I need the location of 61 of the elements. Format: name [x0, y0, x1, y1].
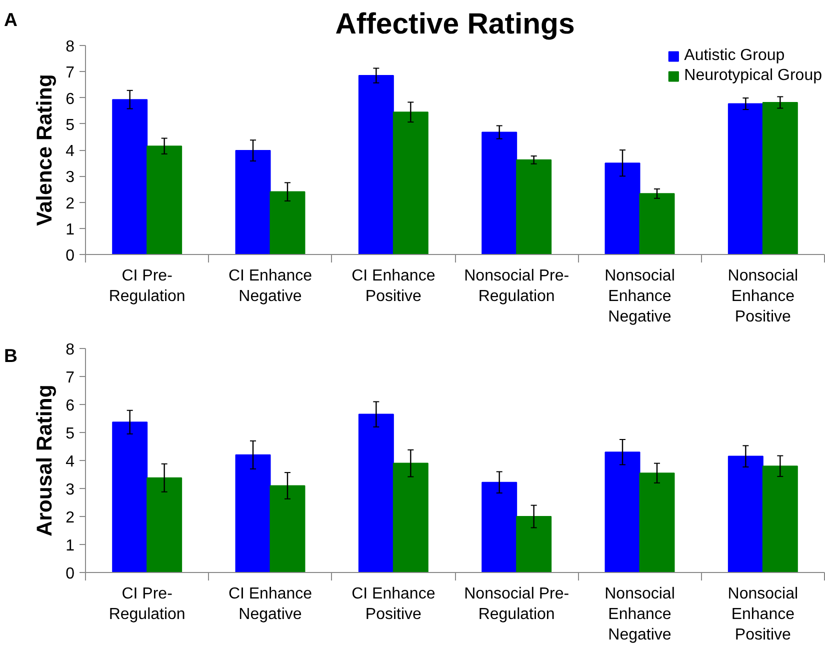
bar — [358, 414, 394, 572]
bar — [762, 466, 798, 572]
bar — [482, 132, 518, 254]
bar — [728, 103, 764, 254]
bar — [516, 159, 552, 254]
x-tick-label: Nonsocial Enhance Negative — [604, 268, 675, 326]
y-tick-label: 0 — [66, 248, 75, 264]
legend-label: Autistic Group — [684, 47, 785, 65]
text: B — [4, 344, 18, 368]
chart-title: Affective Ratings — [335, 8, 575, 40]
x-tick-label: CI Enhance Positive — [352, 268, 436, 305]
x-tick-label: CI Enhance Negative — [228, 268, 312, 305]
y-tick-label: 2 — [66, 195, 75, 212]
legend-label: Neurotypical Group — [684, 67, 822, 85]
bar — [516, 516, 552, 572]
bar — [358, 75, 394, 254]
x-tick-label: CI Enhance Negative — [228, 586, 312, 623]
bar — [762, 102, 798, 254]
x-tick-label: Nonsocial Enhance Negative — [604, 586, 675, 644]
y-axis-title: Arousal Rating — [32, 384, 57, 536]
bar — [639, 193, 675, 254]
bar — [482, 482, 518, 572]
x-tick-label: Nonsocial Enhance Positive — [728, 586, 798, 644]
bar — [146, 477, 182, 572]
y-tick-label: 1 — [66, 221, 75, 238]
bar — [728, 456, 764, 572]
bar — [112, 422, 148, 572]
bar — [235, 150, 271, 254]
y-tick-label: 6 — [66, 90, 75, 108]
x-tick-label: CI Enhance Positive — [352, 586, 436, 623]
y-tick-label: 3 — [66, 482, 75, 498]
y-tick-label: 6 — [66, 398, 75, 414]
bar — [146, 146, 182, 254]
x-tick-label: CI Pre- Regulation — [108, 586, 186, 623]
y-tick-label: 7 — [66, 370, 75, 386]
x-tick-label: Nonsocial Pre- Regulation — [464, 586, 570, 623]
y-tick-label: 3 — [66, 169, 75, 186]
bar — [392, 112, 428, 254]
bar — [639, 472, 675, 572]
y-tick-label: 0 — [66, 566, 75, 582]
bar — [112, 99, 148, 254]
y-tick-label: 4 — [66, 143, 75, 160]
y-tick-label: 1 — [66, 538, 75, 554]
bar — [604, 162, 640, 254]
y-tick-label: 7 — [66, 64, 75, 82]
bar — [270, 485, 306, 572]
y-tick-label: 2 — [66, 510, 75, 526]
bar — [604, 452, 640, 572]
text: A — [4, 8, 18, 32]
y-tick-label: 5 — [66, 426, 75, 442]
bar — [270, 191, 306, 254]
y-tick-label: 4 — [66, 454, 75, 470]
y-tick-label: 8 — [66, 342, 75, 358]
x-tick-label: Nonsocial Enhance Positive — [728, 268, 798, 326]
bar — [392, 462, 428, 572]
bar — [235, 454, 271, 572]
y-tick-label: 5 — [66, 116, 75, 134]
x-tick-label: Nonsocial Pre- Regulation — [464, 268, 570, 305]
y-tick-label: 8 — [66, 38, 75, 56]
y-axis-title: Valence Rating — [32, 74, 57, 226]
x-tick-label: CI Pre- Regulation — [108, 268, 186, 305]
